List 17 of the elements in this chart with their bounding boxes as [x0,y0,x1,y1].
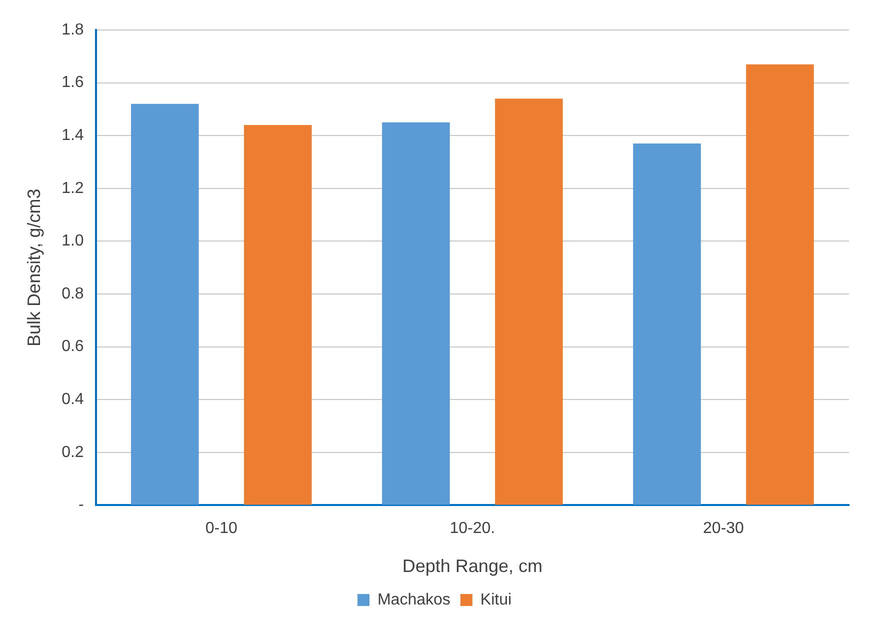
x-tick-label: 0-10 [205,520,238,538]
y-tick-label: 0.4 [62,391,84,408]
legend-label: Kitui [480,591,512,608]
y-tick-label: 1.6 [62,74,84,92]
y-tick-label: 0.8 [62,285,84,302]
y-tick-label: - [78,496,84,514]
y-tick-label: 0.2 [62,444,84,461]
y-axis-title: Bulk Density, g/cm3 [24,188,44,346]
x-tick-label: 20-30 [703,520,744,538]
y-tick-label: 1.4 [62,127,84,144]
y-tick-label: 1.8 [62,21,84,38]
y-tick-label: 1.0 [62,232,84,250]
y-tick-label: 0.6 [62,338,84,356]
x-axis-title: Depth Range, cm [402,556,542,576]
y-tick-label: 1.2 [62,180,84,197]
legend-label: Machakos [377,591,450,608]
x-tick-label: 10-20. [450,520,496,538]
